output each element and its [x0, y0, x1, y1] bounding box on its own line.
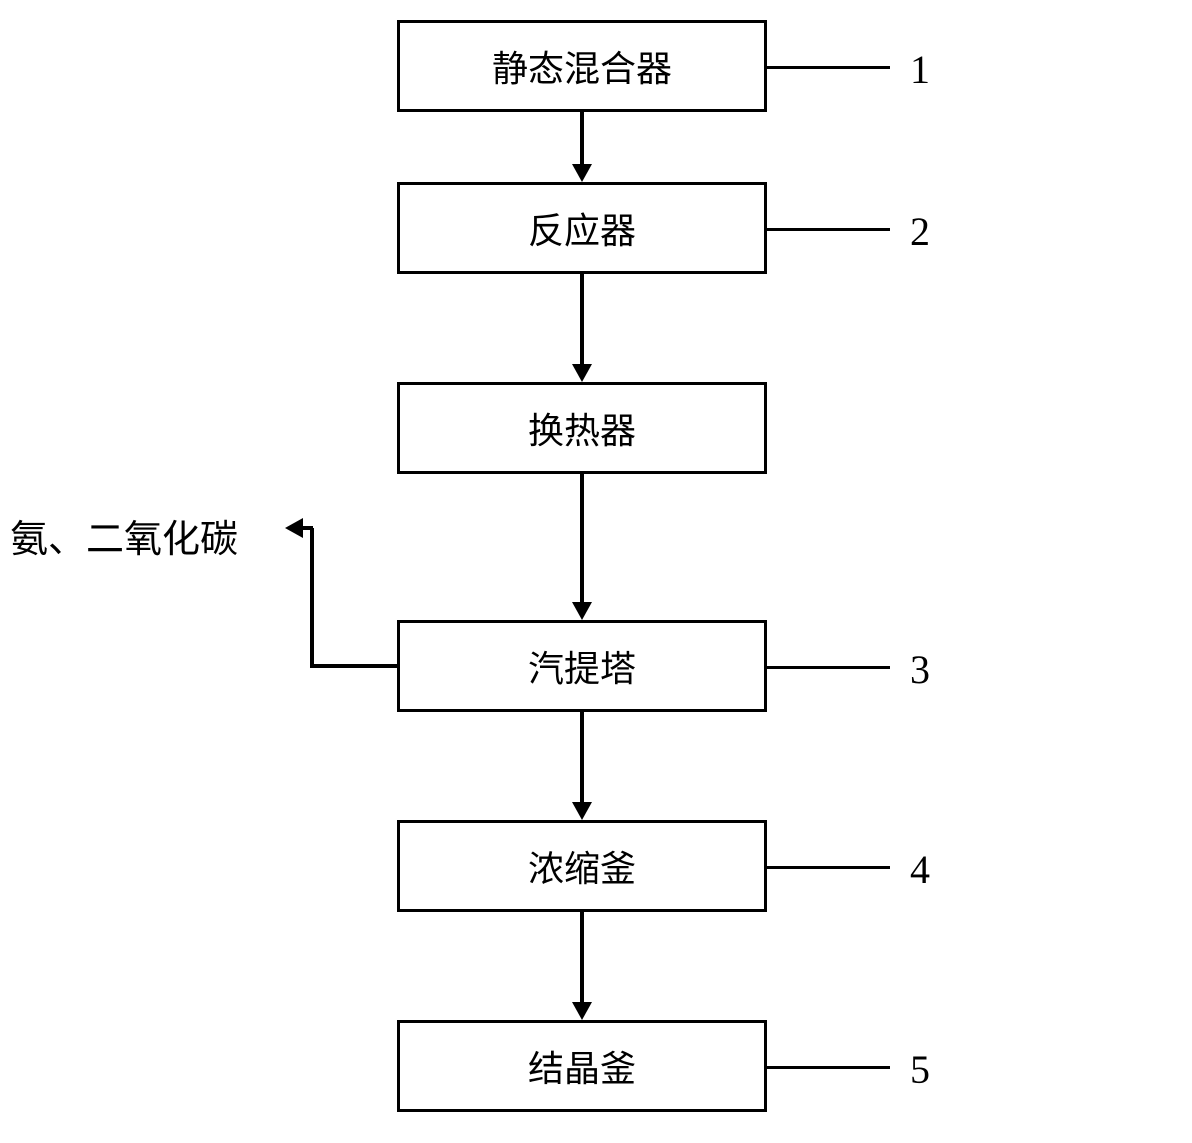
arrow-head-icon	[572, 364, 592, 382]
node-label: 结晶釜	[528, 1040, 636, 1092]
arrow-connector	[310, 664, 397, 668]
leader-line	[767, 66, 890, 69]
arrow-connector	[310, 528, 314, 668]
arrow-connector	[580, 112, 584, 164]
node-number: 2	[910, 208, 930, 255]
leader-line	[767, 1066, 890, 1069]
side-output-label: 氨、二氧化碳	[10, 508, 238, 563]
node-number: 5	[910, 1046, 930, 1093]
leader-line	[767, 866, 890, 869]
flowchart-node-heat-exchanger: 换热器	[397, 382, 767, 474]
node-label: 静态混合器	[492, 40, 672, 92]
arrow-connector	[580, 912, 584, 1002]
flowchart-node-crystallizer: 结晶釜	[397, 1020, 767, 1112]
flowchart-diagram: 静态混合器 1 反应器 2 换热器 氨、二氧化碳 汽提塔 3 浓缩釜 4 结晶釜	[0, 0, 1192, 1143]
flowchart-node-stripper: 汽提塔	[397, 620, 767, 712]
arrow-head-icon	[572, 602, 592, 620]
arrow-head-icon	[285, 518, 303, 538]
arrow-connector	[580, 474, 584, 602]
node-label: 换热器	[528, 402, 636, 454]
flowchart-node-concentrator: 浓缩釜	[397, 820, 767, 912]
node-number: 1	[910, 46, 930, 93]
leader-line	[767, 666, 890, 669]
flowchart-node-static-mixer: 静态混合器	[397, 20, 767, 112]
arrow-connector	[580, 712, 584, 802]
leader-line	[767, 228, 890, 231]
arrow-head-icon	[572, 164, 592, 182]
arrow-head-icon	[572, 1002, 592, 1020]
node-number: 4	[910, 846, 930, 893]
arrow-head-icon	[572, 802, 592, 820]
node-label: 汽提塔	[528, 640, 636, 692]
arrow-connector	[580, 274, 584, 364]
node-label: 浓缩釜	[528, 840, 636, 892]
flowchart-node-reactor: 反应器	[397, 182, 767, 274]
node-label: 反应器	[528, 202, 636, 254]
node-number: 3	[910, 646, 930, 693]
